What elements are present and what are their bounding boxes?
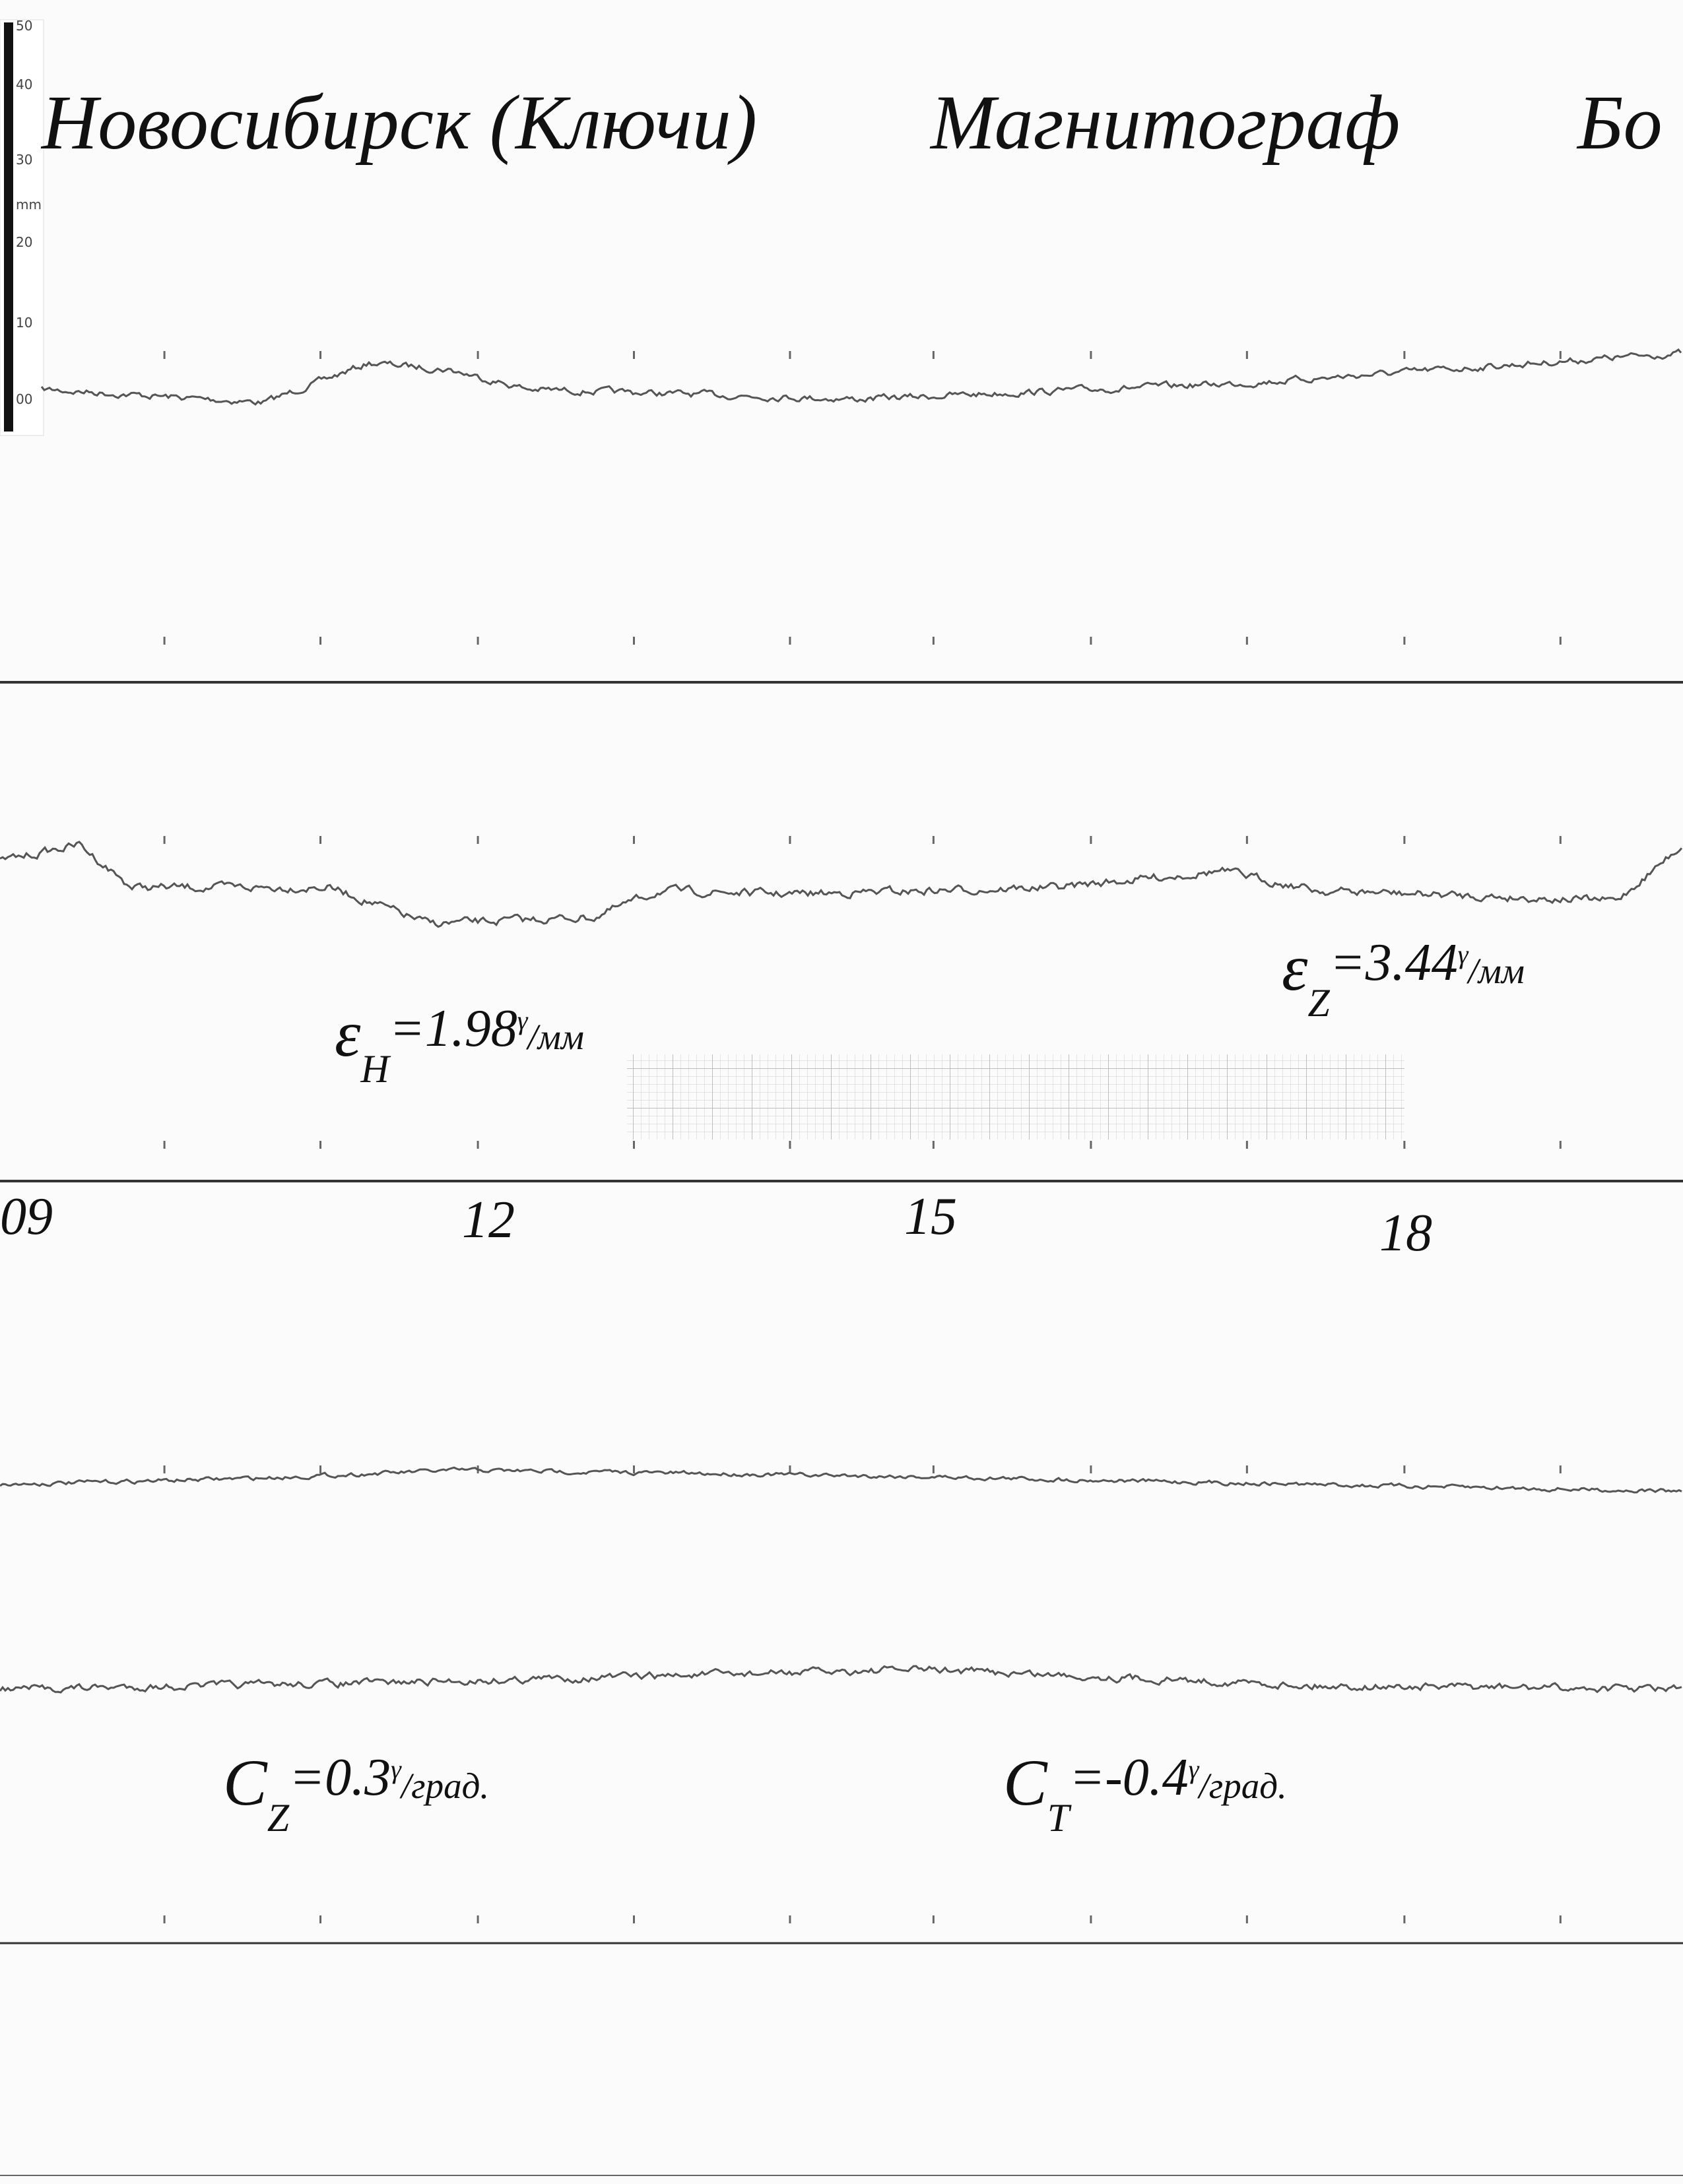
subscript: T <box>1047 1796 1072 1840</box>
ruler-label: 00 <box>16 391 32 407</box>
symbol: ε <box>1282 931 1308 1004</box>
trace <box>40 348 1682 406</box>
ruler-label: 10 <box>16 315 32 331</box>
ruler-label: 40 <box>16 77 32 92</box>
trace <box>0 1466 1682 1494</box>
unit: /мм <box>526 1017 584 1057</box>
ruler-label: 30 <box>16 152 32 168</box>
symbol: C <box>1003 1746 1048 1819</box>
superscript: γ <box>1189 1754 1200 1784</box>
constant: CT=-0.4γ/град. <box>1003 1746 1287 1840</box>
hour-label: 12 <box>462 1191 515 1249</box>
cut-word: Бо <box>1576 79 1663 166</box>
value: =1.98 <box>389 1000 517 1058</box>
value: =3.44 <box>1330 934 1458 992</box>
unit: /мм <box>1467 951 1525 991</box>
subscript: Z <box>1307 981 1330 1025</box>
subscript: Z <box>267 1796 290 1840</box>
ruler <box>0 19 44 436</box>
ruler-label: mm <box>16 197 42 212</box>
grid-patch <box>627 1054 1404 1140</box>
subscript: H <box>360 1047 391 1091</box>
trace <box>0 841 1683 928</box>
symbol: ε <box>335 997 361 1070</box>
superscript: γ <box>517 1006 529 1035</box>
value: =-0.4 <box>1069 1749 1189 1807</box>
constant: εZ=3.44γ/мм <box>1282 931 1525 1025</box>
title: Новосибирск (Ключи) <box>40 79 757 166</box>
symbol: C <box>223 1746 268 1819</box>
unit: /град. <box>399 1766 489 1806</box>
ruler-label: 20 <box>16 234 32 250</box>
hour-label: 15 <box>904 1188 957 1246</box>
superscript: γ <box>1458 940 1469 969</box>
hour-label: 18 <box>1379 1204 1432 1262</box>
trace <box>0 1665 1682 1694</box>
instrument: Магнитограф <box>929 79 1400 166</box>
constant: CZ=0.3γ/град. <box>223 1746 489 1840</box>
ruler-label: 50 <box>16 18 32 34</box>
superscript: γ <box>391 1754 402 1784</box>
hour-label: 09 <box>0 1188 53 1246</box>
value: =0.3 <box>289 1749 391 1807</box>
unit: /град. <box>1197 1766 1286 1806</box>
constant: εH=1.98γ/мм <box>335 997 584 1091</box>
